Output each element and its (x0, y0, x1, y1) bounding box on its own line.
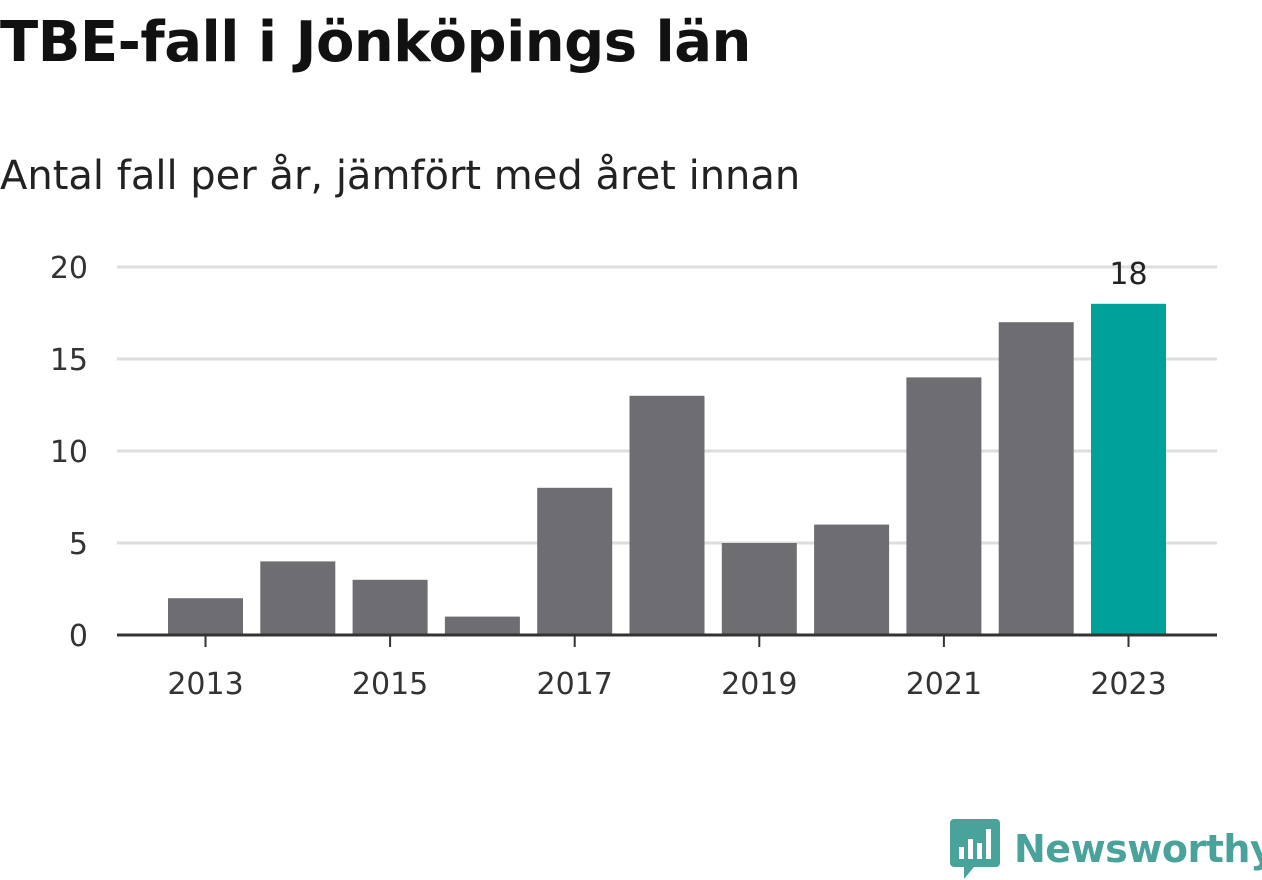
x-axis-tick-labels: 2013 2015 2017 2019 2021 2023 (167, 667, 1166, 702)
bar (444, 616, 520, 635)
y-axis-tick-labels: 0 5 10 15 20 (50, 251, 88, 654)
x-tick-label: 2019 (721, 667, 797, 702)
bar (537, 487, 613, 635)
bar (721, 543, 797, 635)
bars (168, 303, 1166, 635)
y-tick-label: 20 (50, 251, 88, 286)
y-tick-label: 15 (50, 343, 88, 378)
bar (260, 561, 336, 635)
newsworthy-logo-icon (950, 819, 1000, 879)
x-tick-label: 2023 (1090, 667, 1166, 702)
bar (814, 524, 890, 635)
x-tick-label: 2017 (537, 667, 613, 702)
chart-title: TBE-fall i Jönköpings län (0, 10, 751, 75)
bar (906, 377, 982, 635)
brand-name: Newsworthy (1014, 827, 1262, 871)
x-tick-label: 2013 (167, 667, 243, 702)
bar-highlight (1091, 303, 1166, 635)
y-tick-label: 10 (50, 435, 88, 470)
y-tick-label: 5 (69, 527, 88, 562)
x-tick-label: 2021 (906, 667, 982, 702)
x-axis (117, 633, 1217, 647)
y-tick-label: 0 (69, 619, 88, 654)
chart-subtitle: Antal fall per år, jämfört med året inna… (0, 153, 801, 199)
bar (168, 598, 243, 635)
bar (629, 395, 705, 635)
bar (998, 322, 1074, 635)
x-tick-label: 2015 (352, 667, 428, 702)
data-labels: 18 (1109, 257, 1147, 292)
newsworthy-brand: Newsworthy (950, 818, 1262, 880)
data-label: 18 (1109, 257, 1147, 292)
bar (352, 579, 428, 635)
